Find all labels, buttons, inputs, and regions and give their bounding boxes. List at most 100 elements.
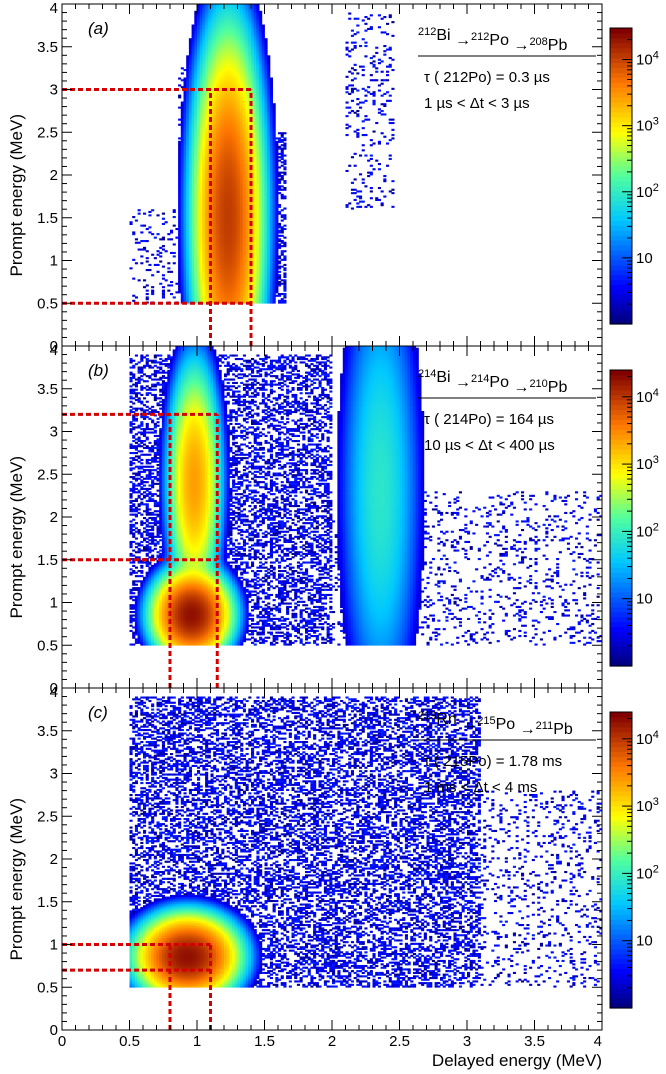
heatmap-cell <box>170 271 173 273</box>
heatmap-cell <box>219 220 222 222</box>
heatmap-cell <box>213 66 216 68</box>
heatmap-cell <box>213 254 216 256</box>
heatmap-cell <box>213 202 216 204</box>
heatmap-cell <box>238 168 241 170</box>
heatmap-cell <box>146 261 149 263</box>
heatmap-cell <box>167 290 170 292</box>
heatmap-cell <box>130 221 133 223</box>
heatmap-cell <box>232 31 235 33</box>
heatmap-cell <box>143 247 146 249</box>
heatmap-cell <box>202 220 205 222</box>
heatmap-cell <box>243 254 246 256</box>
heatmap-cell <box>173 243 176 245</box>
heatmap-cell <box>216 271 219 273</box>
heatmap-cell <box>219 14 222 16</box>
heatmap-cell <box>148 214 151 216</box>
heatmap-cell <box>173 262 176 264</box>
heatmap-cell <box>246 220 249 222</box>
heatmap-cell <box>202 14 205 16</box>
heatmap-cell <box>213 100 216 102</box>
heatmap-cell <box>246 100 249 102</box>
heatmap-cell <box>202 100 205 102</box>
heatmap-cell <box>256 288 259 290</box>
heatmap-cell <box>181 86 184 88</box>
heatmap-cell <box>167 271 170 273</box>
heatmap-cell <box>235 185 238 187</box>
heatmap-cell <box>229 288 232 290</box>
heatmap-cell <box>200 151 203 153</box>
heatmap-cell <box>192 83 195 85</box>
heatmap-cell <box>224 151 227 153</box>
heatmap-cell <box>205 220 208 222</box>
heatmap-cell <box>189 168 192 170</box>
heatmap-cell <box>254 237 257 239</box>
heatmap-cell <box>221 83 224 85</box>
heatmap-cell <box>173 296 176 298</box>
heatmap-cell <box>205 288 208 290</box>
heatmap-cell <box>235 100 238 102</box>
heatmap-cell <box>232 49 235 51</box>
heatmap-cell <box>227 202 230 204</box>
heatmap-cell <box>140 249 143 251</box>
heatmap-cell <box>202 185 205 187</box>
heatmap-cell <box>238 254 241 256</box>
heatmap-cell <box>205 151 208 153</box>
heatmap-cell <box>173 209 176 211</box>
heatmap-cell <box>135 296 138 298</box>
heatmap-cell <box>205 134 208 136</box>
heatmap-cell <box>213 83 216 85</box>
heatmap-cell <box>186 83 189 85</box>
heatmap-cell <box>235 83 238 85</box>
heatmap-cell <box>143 240 146 242</box>
heatmap-cell <box>246 66 249 68</box>
heatmap-cell <box>221 66 224 68</box>
heatmap-cell <box>162 218 165 220</box>
heatmap-cell <box>243 202 246 204</box>
heatmap-cell <box>221 168 224 170</box>
heatmap-cell <box>186 100 189 102</box>
heatmap-cell <box>224 117 227 119</box>
heatmap-cell <box>254 117 257 119</box>
heatmap-cell <box>194 49 197 51</box>
heatmap-cell <box>246 168 249 170</box>
heatmap-cell <box>235 220 238 222</box>
heatmap-cell <box>211 14 214 16</box>
heatmap-cell <box>243 117 246 119</box>
heatmap-cell <box>200 202 203 204</box>
heatmap-cell <box>151 254 154 256</box>
heatmap-cell <box>146 296 149 298</box>
heatmap-cell <box>159 252 162 254</box>
heatmap-cell <box>140 262 143 264</box>
heatmap-cell <box>205 31 208 33</box>
heatmap-cell <box>138 279 141 281</box>
heatmap-cell <box>232 151 235 153</box>
heatmap-cell <box>192 202 195 204</box>
heatmap-cell <box>189 49 192 51</box>
heatmap-cell <box>232 202 235 204</box>
heatmap-cell <box>186 254 189 256</box>
heatmap-cell <box>184 202 187 204</box>
heatmap-cell <box>184 168 187 170</box>
heatmap-cell <box>157 271 160 273</box>
heatmap-cell <box>200 254 203 256</box>
heatmap-cell <box>227 66 230 68</box>
heatmap-cell <box>240 288 243 290</box>
heatmap-cell <box>238 117 241 119</box>
heatmap-cell <box>229 254 232 256</box>
heatmap-cell <box>227 100 230 102</box>
heatmap-cell <box>138 249 141 251</box>
heatmap-cell <box>229 220 232 222</box>
heatmap-cell <box>181 67 184 69</box>
heatmap-cell <box>184 83 187 85</box>
heatmap-cell <box>235 117 238 119</box>
heatmap-cell <box>192 271 195 273</box>
heatmap-cell <box>219 254 222 256</box>
heatmap-cell <box>192 288 195 290</box>
heatmap-cell <box>181 151 184 153</box>
heatmap-cell <box>200 49 203 51</box>
heatmap-cell <box>213 185 216 187</box>
heatmap-cell <box>200 237 203 239</box>
heatmap-cell <box>140 255 143 257</box>
heatmap-cell <box>175 283 178 285</box>
